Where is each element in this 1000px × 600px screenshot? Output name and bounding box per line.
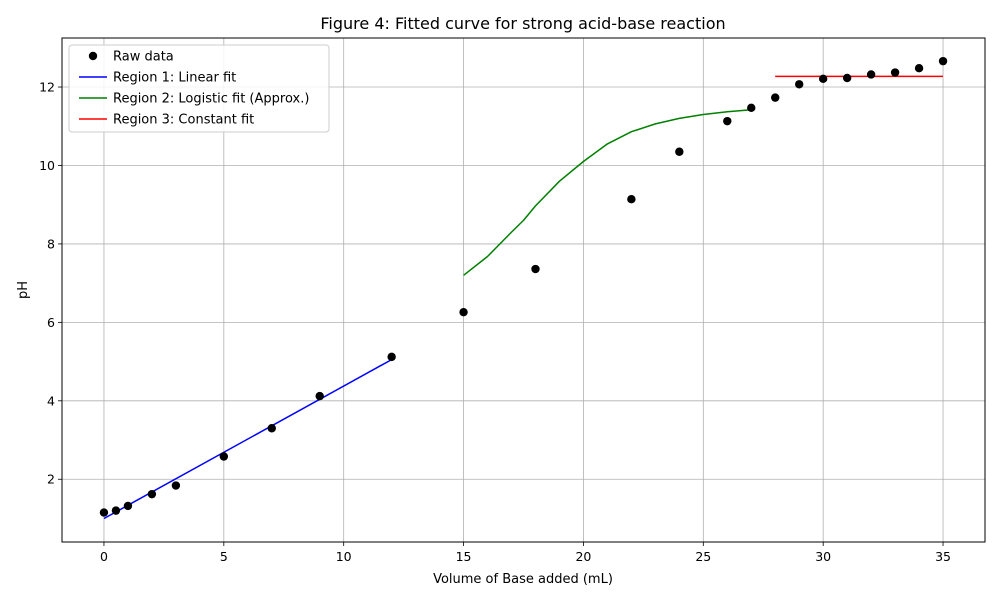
- legend-label: Region 3: Constant fit: [113, 113, 254, 128]
- data-point: [171, 481, 181, 490]
- legend-box: [68, 44, 330, 133]
- y-axis-title: pH: [16, 281, 31, 299]
- data-point: [531, 264, 540, 274]
- series-layer: [99, 56, 948, 520]
- y-tick-label: 8: [47, 236, 55, 251]
- x-tick-label: 20: [575, 549, 591, 564]
- x-tick-label: 10: [336, 549, 352, 564]
- data-point: [147, 489, 157, 499]
- data-point: [723, 116, 732, 126]
- data-point: [627, 195, 636, 204]
- series-line-1: [103, 358, 392, 520]
- legend-label: Region 1: Linear fit: [113, 71, 236, 86]
- x-tick-label: 35: [935, 549, 951, 564]
- data-point: [842, 73, 852, 83]
- data-point: [818, 74, 828, 83]
- data-point: [387, 352, 396, 362]
- legend-label: Region 2: Logistic fit (Approx.): [113, 92, 309, 107]
- y-tick-label: 6: [47, 315, 55, 330]
- data-point: [890, 68, 900, 77]
- data-point: [771, 93, 780, 102]
- y-tick-label: 10: [39, 158, 55, 173]
- x-tick-label: 25: [695, 549, 711, 564]
- x-axis-title: Volume of Base added (mL): [433, 572, 613, 587]
- data-point: [866, 70, 876, 79]
- x-tick-label: 5: [220, 549, 228, 564]
- x-tick-label: 0: [100, 549, 108, 564]
- ticks: 0 5 10 15 20 25 30 35 2 4 6 8 10 12: [39, 80, 951, 564]
- legend: Raw data Region 1: Linear fit Region 2: Lo…: [68, 44, 330, 133]
- x-tick-label: 30: [815, 549, 831, 564]
- y-tick-label: 12: [39, 80, 55, 95]
- chart-title: Figure 4: Fitted curve for strong acid-b…: [320, 14, 725, 33]
- data-point: [123, 501, 133, 511]
- y-tick-label: 2: [47, 472, 55, 487]
- data-point: [914, 64, 924, 73]
- data-point: [938, 56, 948, 66]
- y-tick-label: 4: [47, 393, 55, 408]
- grid: [62, 38, 985, 542]
- data-point: [219, 452, 229, 461]
- data-point: [795, 80, 804, 89]
- plot-frame: [61, 37, 986, 543]
- data-point: [111, 506, 121, 515]
- data-point: [315, 391, 324, 401]
- legend-marker: [88, 51, 98, 61]
- data-point: [747, 103, 756, 113]
- data-point: [99, 508, 109, 517]
- legend-label: Raw data: [113, 50, 174, 65]
- x-tick-label: 15: [456, 549, 472, 564]
- data-point: [459, 307, 468, 317]
- data-point: [267, 424, 276, 433]
- data-point: [675, 147, 684, 156]
- series-line-2: [463, 109, 752, 276]
